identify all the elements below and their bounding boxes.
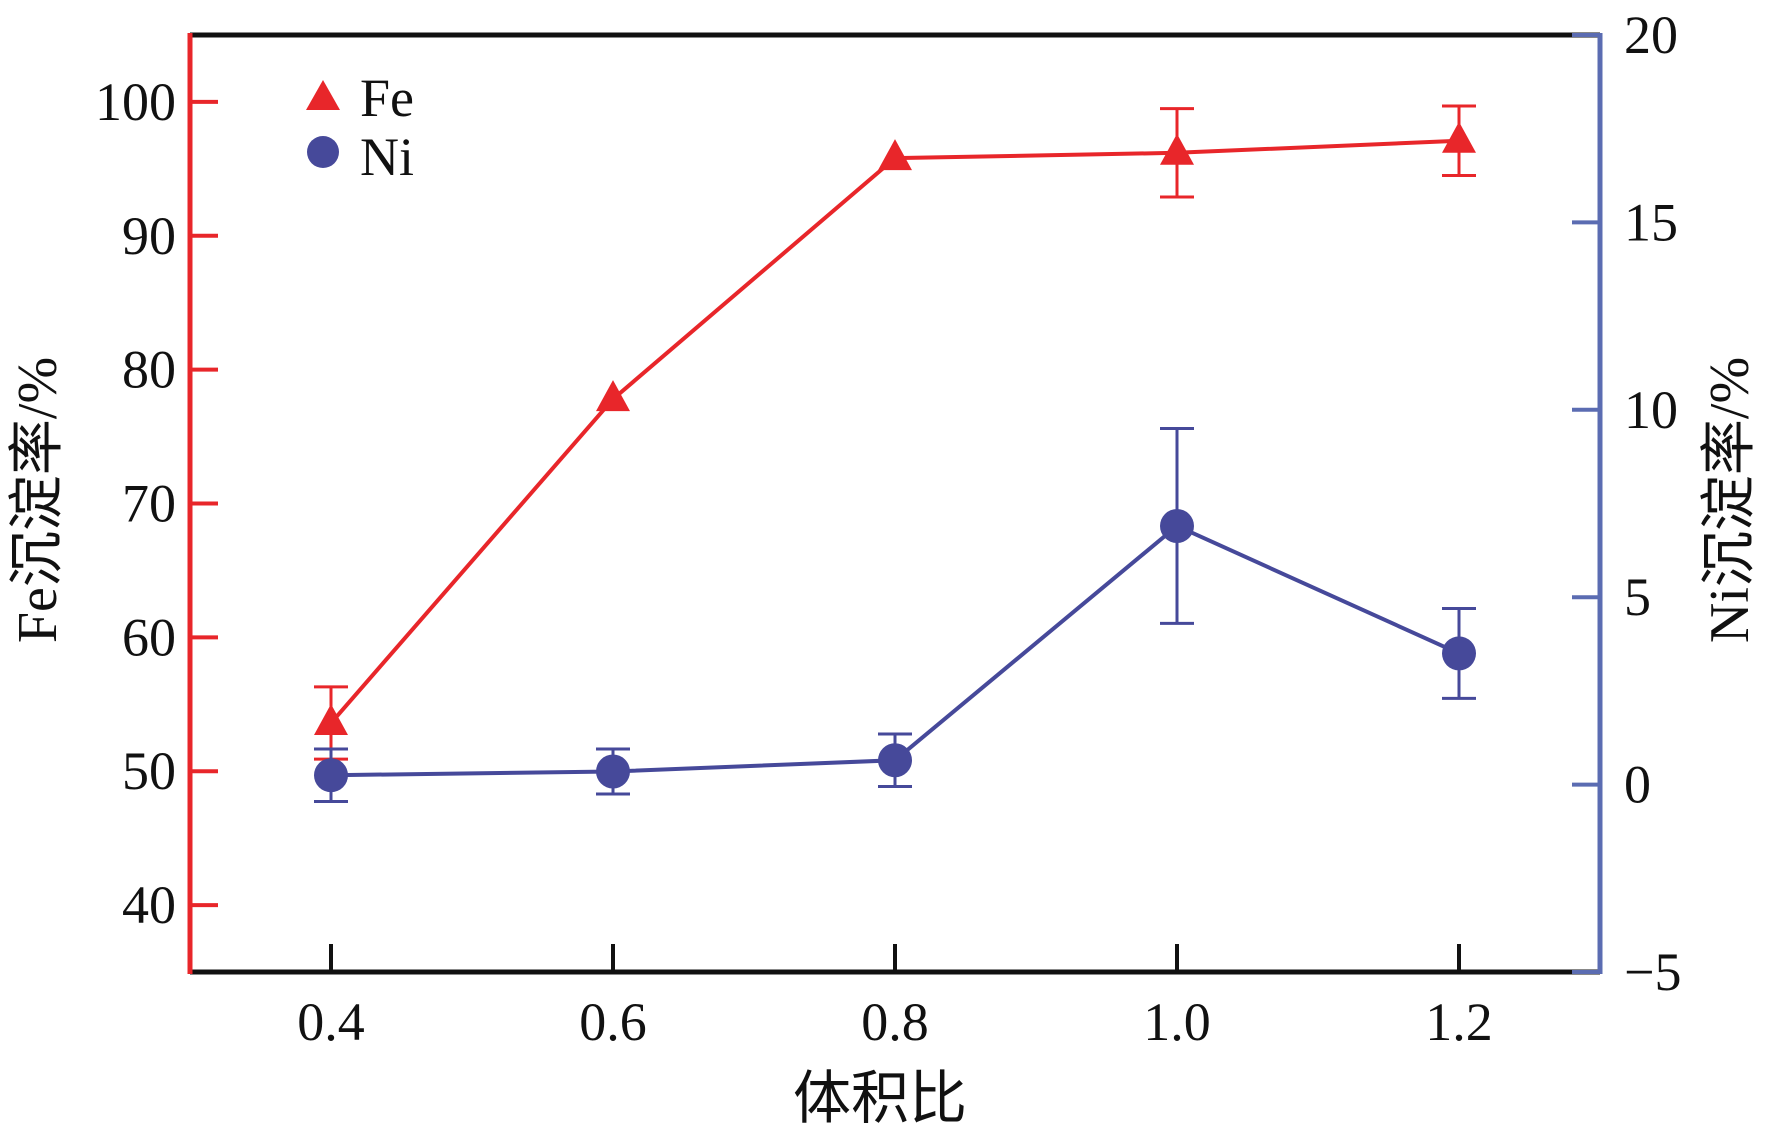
left-tick-label: 60 (122, 607, 176, 667)
x-tick-label: 1.2 (1425, 992, 1493, 1052)
left-tick-label: 70 (122, 474, 176, 534)
right-tick-label: 20 (1624, 5, 1678, 65)
data-point-fe (878, 139, 912, 171)
x-axis-label: 体积比 (793, 1066, 967, 1131)
right-tick-label: 5 (1624, 567, 1651, 627)
right-tick-label: 0 (1624, 755, 1651, 815)
y-axis-label-left: Fe沉淀率/% (7, 357, 69, 643)
left-tick-label: 40 (122, 875, 176, 935)
data-point-fe (596, 380, 630, 412)
data-point-ni (596, 754, 630, 789)
legend-ni-marker (307, 136, 339, 168)
series-fe (314, 104, 1476, 761)
x-tick-label: 1.0 (1143, 992, 1211, 1052)
data-point-fe (314, 704, 348, 736)
series-line-fe (329, 138, 1460, 725)
data-point-fe (1160, 133, 1194, 165)
right-tick-label: 10 (1624, 380, 1678, 440)
data-point-ni (1442, 636, 1476, 671)
right-tick-label: 15 (1624, 192, 1678, 252)
data-point-ni (878, 743, 912, 778)
data-point-ni (314, 758, 348, 793)
left-tick-label: 50 (122, 741, 176, 801)
data-point-ni (1160, 508, 1194, 543)
right-tick-label: −5 (1624, 942, 1681, 1002)
legend: Fe Ni (306, 68, 414, 187)
legend-ni-label: Ni (360, 127, 414, 187)
x-tick-label: 0.6 (579, 992, 647, 1052)
left-tick-label: 100 (95, 72, 176, 132)
y-axis-label-right: Ni沉淀率/% (1699, 357, 1761, 643)
x-tick-label: 0.4 (297, 992, 365, 1052)
left-tick-label: 90 (122, 206, 176, 266)
legend-fe-label: Fe (360, 68, 414, 128)
right-axis: −5 0 5 10 15 20 (1572, 5, 1681, 1002)
series-ni (314, 427, 1476, 803)
left-tick-label: 80 (122, 340, 176, 400)
left-axis: 40 50 60 70 80 90 100 (95, 72, 218, 935)
data-point-fe (1442, 121, 1476, 153)
x-axis: 0.4 0.6 0.8 1.0 1.2 (297, 944, 1493, 1052)
legend-fe-marker (306, 80, 340, 110)
x-tick-label: 0.8 (861, 992, 929, 1052)
